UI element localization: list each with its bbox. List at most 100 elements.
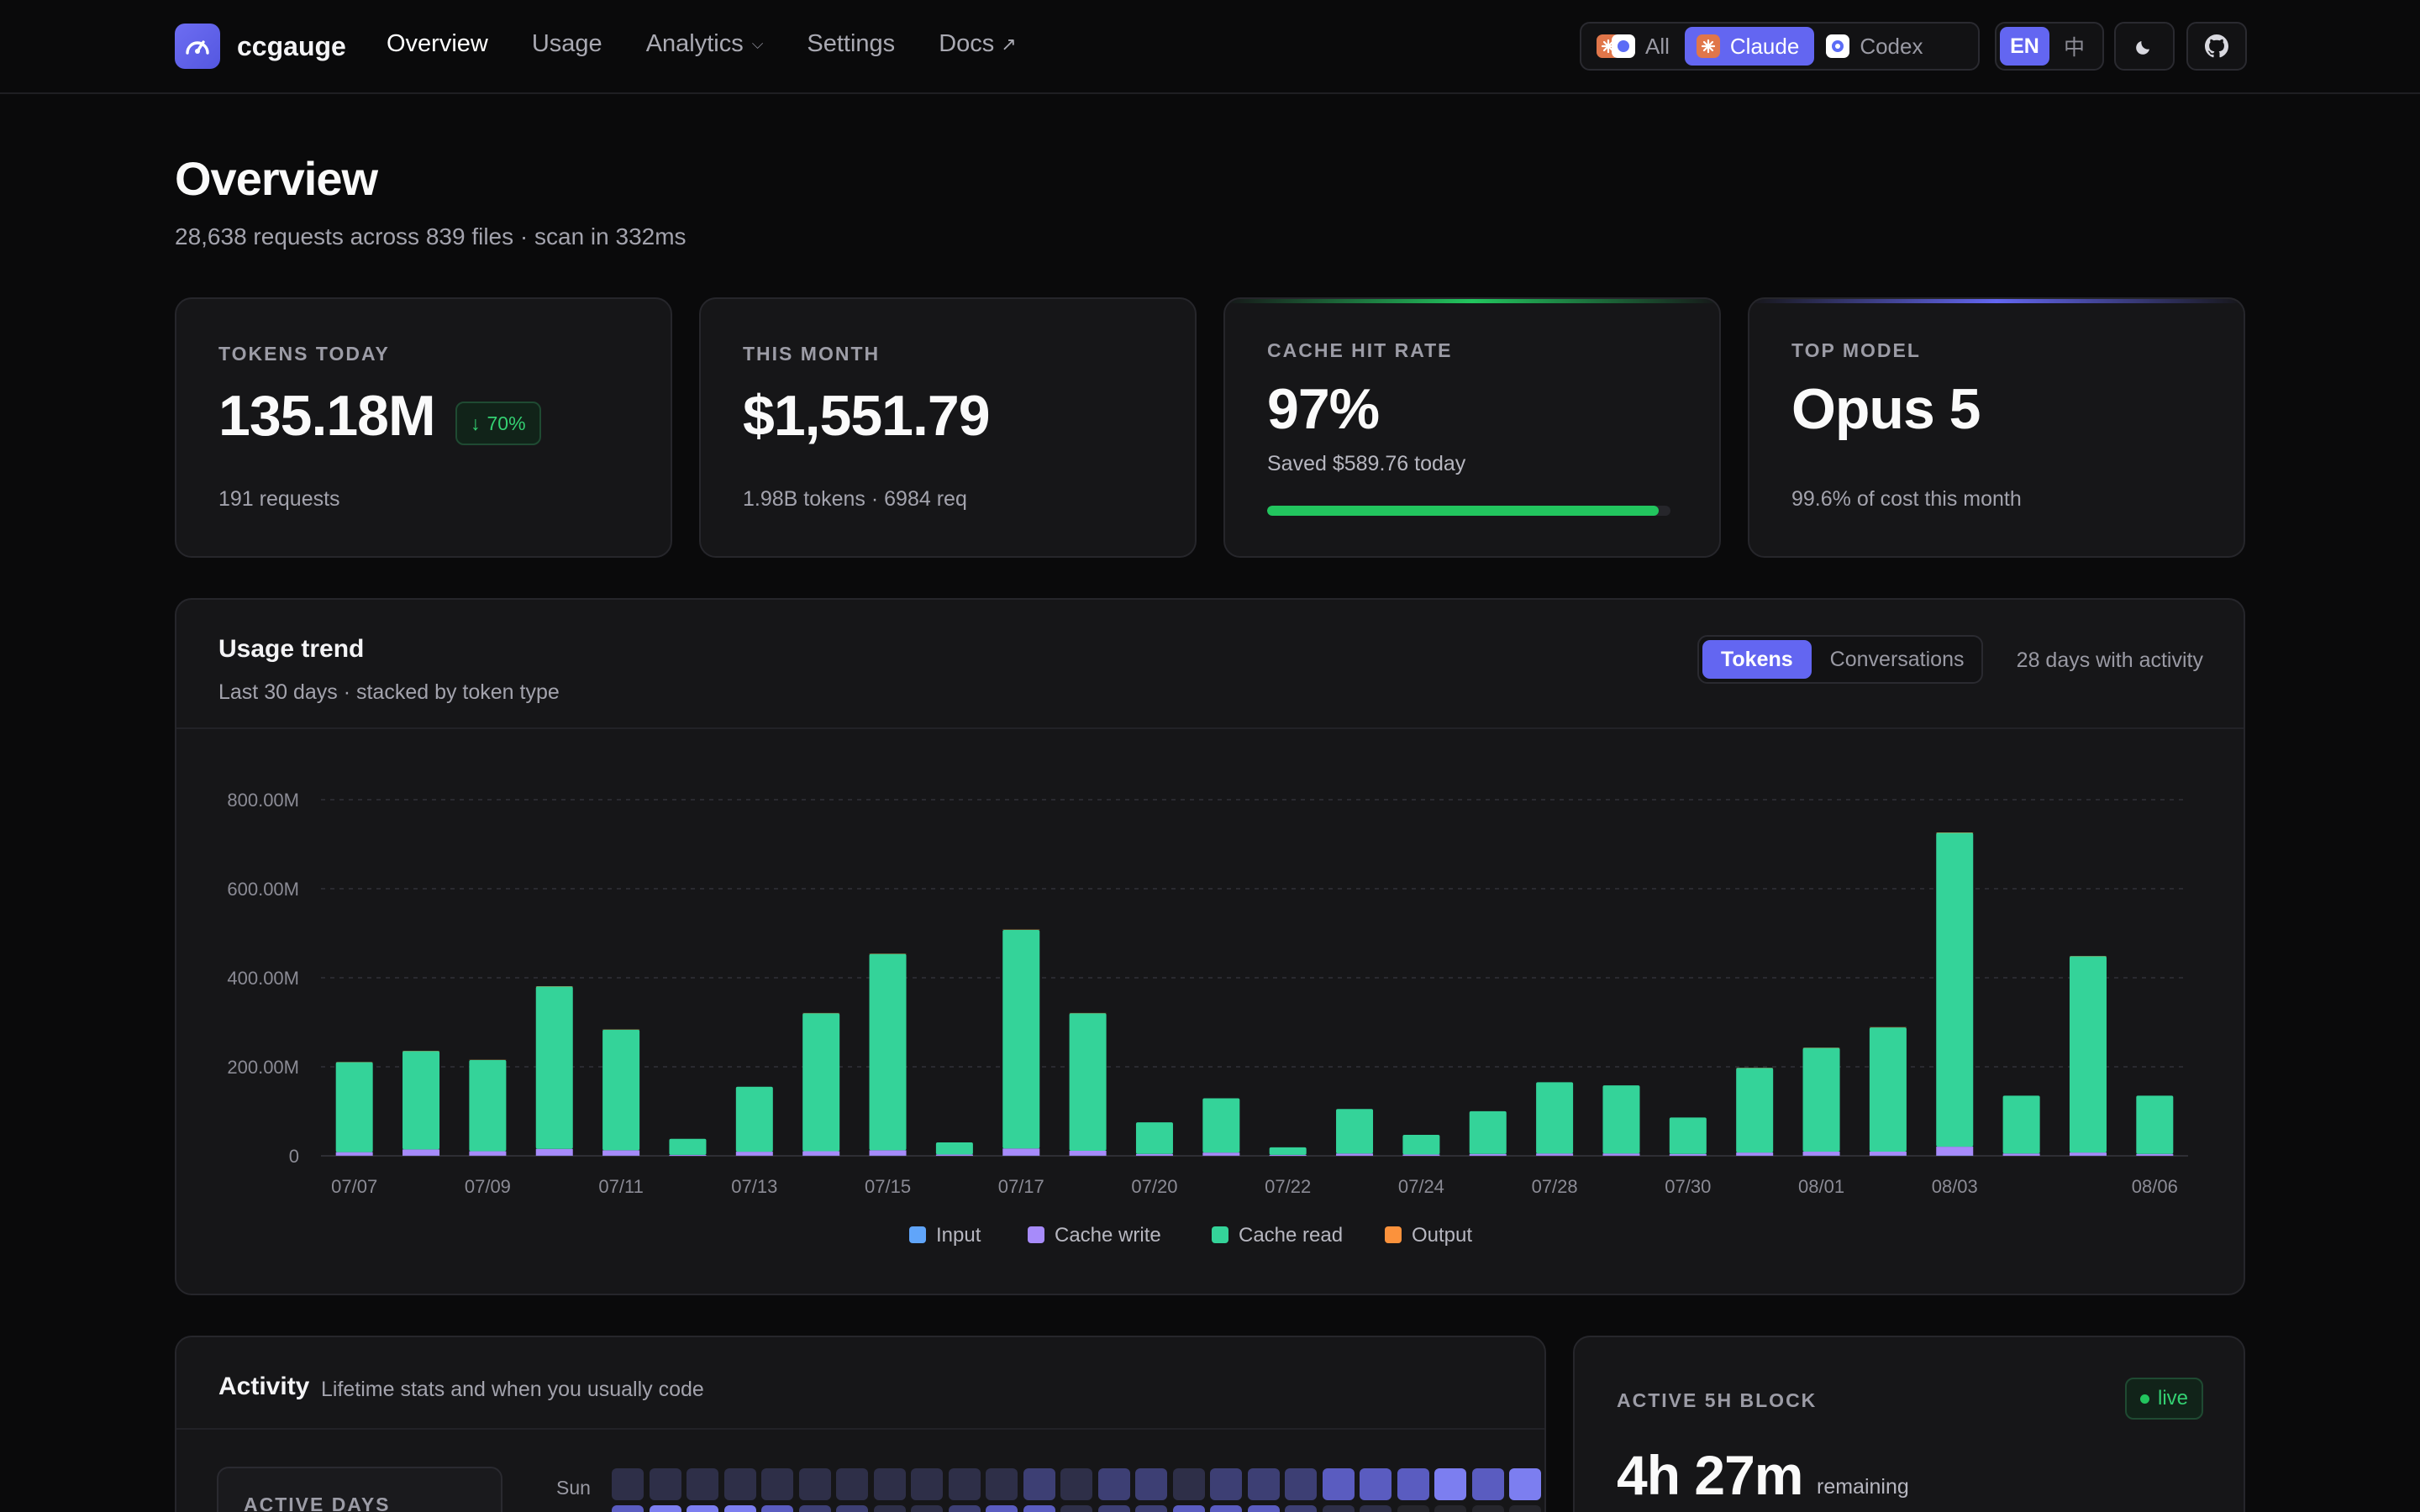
x-tick-label: 07/13 <box>731 1176 777 1197</box>
heatmap-cell <box>911 1505 943 1512</box>
heatmap-cell <box>1509 1505 1541 1512</box>
codex-icon <box>1826 34 1850 58</box>
nav-overview-label: Overview <box>387 30 488 57</box>
bar-cache-read <box>402 1051 440 1150</box>
block-remaining-value: 4h 27m <box>1617 1444 1803 1506</box>
all-tools-icon <box>1597 34 1635 58</box>
brand[interactable]: ccgauge <box>175 24 346 69</box>
metric-toggle: Tokens Conversations <box>1697 635 1983 684</box>
heatmap-cell <box>948 1468 981 1500</box>
legend-label: Cache read <box>1239 1224 1343 1247</box>
heatmap-cell <box>836 1505 868 1512</box>
heatmap-cell <box>1285 1468 1317 1500</box>
lang-zh[interactable]: 中 <box>2063 36 2085 60</box>
legend-label: Cache write <box>1055 1224 1161 1247</box>
tool-filter-all[interactable]: All <box>1585 27 1685 66</box>
heatmap-cell <box>1060 1505 1092 1512</box>
heatmap-cell <box>723 1505 756 1512</box>
bar-cache-write <box>869 1150 907 1156</box>
stat-label: ACTIVE 5H BLOCK <box>1617 1389 1818 1411</box>
bar-cache-write <box>402 1149 440 1156</box>
stat-value: Opus 5 <box>1791 377 1981 441</box>
bar-cache-write <box>1135 1153 1173 1156</box>
nav-overview[interactable]: Overview <box>387 30 488 58</box>
heatmap-cell <box>1322 1505 1355 1512</box>
bar-cache-read <box>2069 956 2107 1153</box>
bar-cache-write <box>1202 1152 1240 1156</box>
tool-filter-claude[interactable]: Claude <box>1684 27 1815 66</box>
bar-cache-write <box>1802 1152 1840 1156</box>
change-badge: ↓ 70% <box>455 402 541 445</box>
nav-analytics-label: Analytics <box>645 30 744 57</box>
heatmap-cell <box>1210 1505 1242 1512</box>
bar-cache-write <box>1469 1153 1507 1156</box>
heatmap-cell <box>1097 1468 1130 1500</box>
bar-cache-write <box>602 1150 640 1156</box>
bar-cache-write <box>1736 1152 1774 1156</box>
nav-settings[interactable]: Settings <box>807 30 895 58</box>
bar-cache-write <box>2136 1153 2174 1156</box>
moon-icon <box>2136 41 2149 55</box>
toggle-conversations[interactable]: Conversations <box>1829 647 1965 671</box>
nav-docs[interactable]: Docs ↗ <box>939 30 1017 58</box>
gauge-logo-icon <box>175 24 220 69</box>
bar-cache-write <box>669 1154 707 1156</box>
heatmap-day-label: Sun <box>556 1477 591 1499</box>
theme-toggle-button[interactable] <box>2114 22 2175 71</box>
x-tick-label: 07/30 <box>1665 1176 1711 1197</box>
bar-cache-read <box>935 1142 973 1155</box>
heatmap-cell <box>1434 1468 1466 1500</box>
bar-cache-read <box>1536 1082 1574 1154</box>
block-remaining-unit: remaining <box>1817 1475 1909 1499</box>
toggle-tokens[interactable]: Tokens <box>1702 640 1812 679</box>
heatmap-cell <box>1172 1505 1205 1512</box>
bar-cache-write <box>1669 1153 1707 1156</box>
x-tick-label: 08/01 <box>1798 1176 1844 1197</box>
panel-title: Usage trend <box>218 635 365 663</box>
external-link-icon: ↗ <box>1001 33 1017 55</box>
x-tick-label: 07/28 <box>1532 1176 1578 1197</box>
bar-cache-write <box>1402 1154 1440 1156</box>
legend-swatch <box>1385 1226 1402 1243</box>
heatmap-cell <box>612 1468 644 1500</box>
bar-cache-read <box>1402 1135 1440 1155</box>
bar-cache-write <box>802 1151 840 1156</box>
nav-usage-label: Usage <box>531 30 602 57</box>
x-tick-label: 07/11 <box>598 1176 643 1197</box>
heatmap-cell <box>986 1468 1018 1500</box>
heatmap-cell <box>986 1505 1018 1512</box>
bar-cache-read <box>335 1062 373 1152</box>
heatmap-cell <box>649 1505 681 1512</box>
x-tick-label: 08/03 <box>1932 1176 1978 1197</box>
heatmap-cell <box>761 1468 793 1500</box>
heatmap-cell <box>1060 1468 1092 1500</box>
bar-cache-read <box>602 1029 640 1151</box>
arrow-down-icon: ↓ <box>471 412 481 434</box>
heatmap-cell <box>1397 1505 1429 1512</box>
bar-cache-read <box>1602 1085 1640 1154</box>
heatmap-cell <box>798 1468 831 1500</box>
legend-label: Input <box>936 1224 981 1247</box>
bar-cache-write <box>1869 1151 1907 1156</box>
lang-en[interactable]: EN <box>2000 27 2049 66</box>
page-title: Overview <box>175 152 378 205</box>
bar-cache-read <box>469 1059 507 1152</box>
y-tick-label: 0 <box>289 1146 299 1167</box>
chevron-down-icon: ⌵ <box>751 35 764 52</box>
nav-analytics[interactable]: Analytics ⌵ <box>646 30 764 58</box>
heatmap-cell <box>873 1468 906 1500</box>
heatmap-cell <box>1135 1468 1167 1500</box>
nav-usage[interactable]: Usage <box>532 30 602 58</box>
heatmap-cell <box>1210 1468 1242 1500</box>
tool-filter-codex[interactable]: Codex <box>1814 27 1938 66</box>
bar-cache-write <box>1336 1153 1374 1156</box>
heatmap-cell <box>911 1468 943 1500</box>
x-tick-label: 08/06 <box>2132 1176 2178 1197</box>
stat-foot: 99.6% of cost this month <box>1791 487 2022 511</box>
heatmap-cell <box>836 1468 868 1500</box>
top-nav: ccgauge Overview Usage Analytics ⌵ Settin… <box>0 0 2420 94</box>
github-button[interactable] <box>2186 22 2247 71</box>
bar-cache-read <box>1269 1147 1307 1155</box>
bar-cache-write <box>1269 1154 1307 1156</box>
x-tick-label: 07/20 <box>1131 1176 1177 1197</box>
